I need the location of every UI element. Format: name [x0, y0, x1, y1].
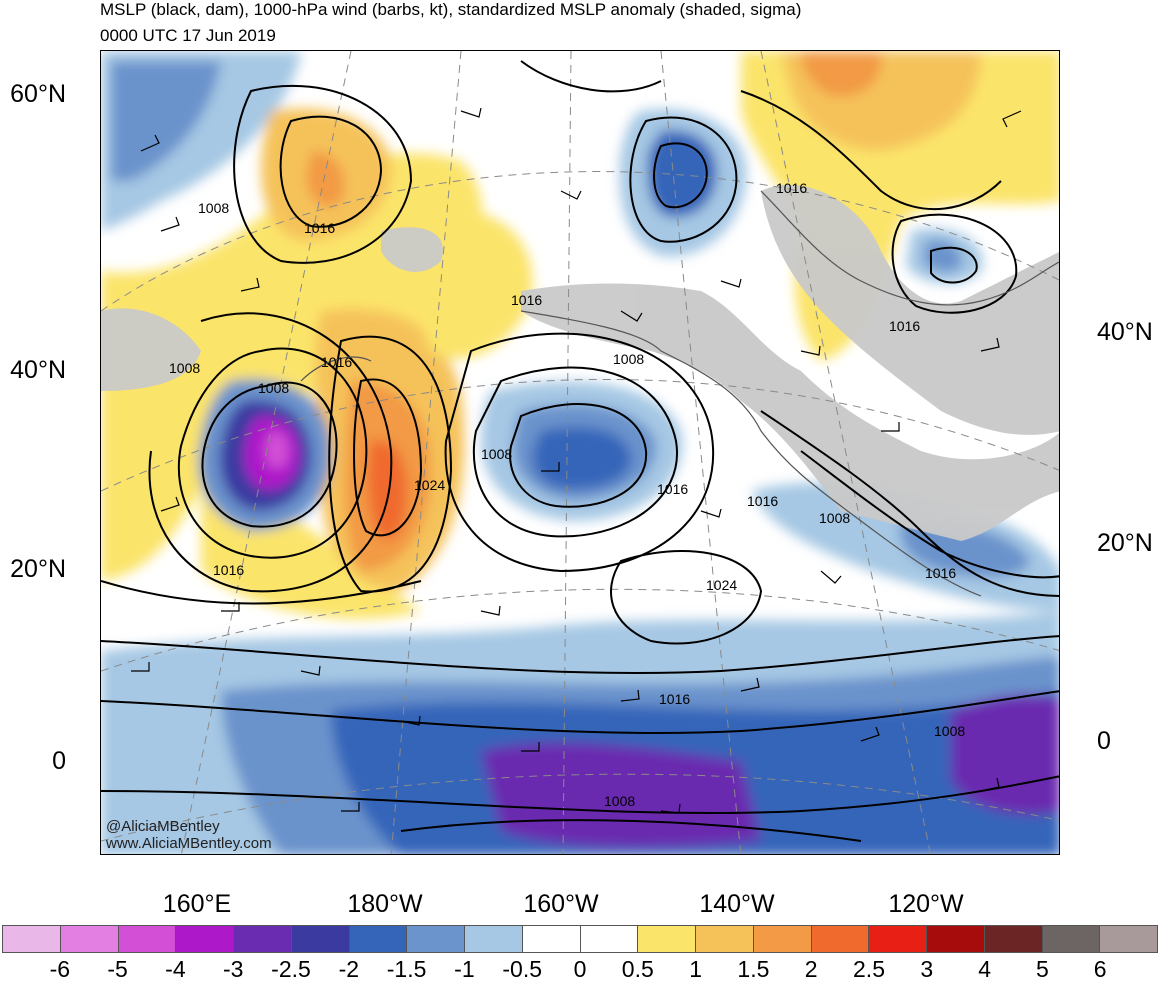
- lat-label-left: 0: [52, 747, 66, 775]
- colorbar-tick-label: 0: [573, 956, 587, 982]
- colorbar-tick-label: -1.5: [386, 956, 427, 982]
- landmass: [101, 184, 1059, 541]
- lat-label-right: 40°N: [1097, 318, 1153, 346]
- colorbar-swatch: [349, 926, 408, 952]
- contour-label: 1016: [776, 180, 807, 196]
- lon-label: 140°W: [699, 890, 775, 918]
- contour-label: 1008: [169, 360, 200, 376]
- colorbar-swatch: [696, 926, 754, 952]
- lon-label: 180°W: [347, 890, 423, 918]
- contour-label: 1008: [198, 200, 229, 216]
- colorbar-tick-label: -4: [165, 956, 186, 982]
- lat-label-left: 40°N: [10, 356, 66, 384]
- colorbar-tick-label: 1.5: [737, 956, 770, 982]
- colorbar-swatch: [927, 926, 985, 952]
- contour-label: 1016: [321, 354, 352, 370]
- colorbar-swatch: [869, 926, 927, 952]
- colorbar-tick-label: -1: [454, 956, 475, 982]
- contour-label: 1008: [604, 793, 635, 809]
- colorbar-tick-label: -6: [49, 956, 71, 982]
- contour-label: 1016: [889, 318, 920, 334]
- colorbar-tick-label: -3: [222, 956, 244, 982]
- map-canvas: 1008 1016 1008 1016 1016 1008 1024 1016 …: [101, 51, 1059, 854]
- colorbar-swatch: [1100, 926, 1157, 952]
- contour-label: 1016: [925, 565, 956, 581]
- lat-label-left: 60°N: [10, 80, 66, 108]
- colorbar-swatch: [3, 926, 61, 952]
- contour-label: 1016: [659, 691, 690, 707]
- map-title: MSLP (black, dam), 1000-hPa wind (barbs,…: [100, 0, 802, 19]
- colorbar-tick-label: 0.5: [621, 956, 654, 982]
- contour-label: 1008: [481, 446, 512, 462]
- colorbar-swatch: [580, 926, 639, 952]
- anomaly-shading: [101, 51, 1059, 854]
- credit-handle: @AliciaMBentley: [106, 818, 220, 835]
- colorbar-swatch: [234, 926, 292, 952]
- colorbar-tick-label: -0.5: [502, 956, 543, 982]
- contour-label: 1016: [657, 481, 688, 497]
- lat-label-left: 20°N: [10, 555, 66, 583]
- colorbar-tick-label: 3: [920, 956, 934, 982]
- colorbar-swatch: [1042, 926, 1101, 952]
- colorbar-swatch: [984, 926, 1043, 952]
- credit-url: www.AliciaMBentley.com: [106, 835, 272, 852]
- colorbar-swatch: [60, 926, 119, 952]
- contour-label: 1008: [258, 380, 289, 396]
- lon-label: 160°W: [523, 890, 599, 918]
- colorbar-tick-label: 2: [804, 956, 818, 982]
- contour-label: 1008: [613, 351, 644, 367]
- contour-label: 1016: [304, 220, 335, 236]
- colorbar-swatch: [291, 926, 350, 952]
- map-valid-time: 0000 UTC 17 Jun 2019: [100, 26, 276, 45]
- anomaly-colorbar: [2, 925, 1158, 953]
- coastlines: [300, 190, 1059, 597]
- colorbar-tick-label: 2.5: [853, 956, 885, 982]
- lon-label: 160°E: [162, 890, 232, 918]
- colorbar-labels: -6 -5 -4 -3 -2.5 -2 -1.5 -1 -0.5 0 0.5 1 1.5 2 2.5 3 4 5 6: [0, 956, 1160, 982]
- colorbar-tick-label: 1: [689, 956, 702, 982]
- colorbar-tick-label: 4: [978, 956, 991, 982]
- contour-label: 1024: [706, 577, 737, 593]
- colorbar-tick-label: 6: [1093, 956, 1107, 982]
- colorbar-swatch: [118, 926, 177, 952]
- contour-label: 1016: [747, 493, 778, 509]
- isobars: [101, 60, 1059, 842]
- colorbar-swatch: [638, 926, 696, 952]
- colorbar-tick-label: -5: [107, 956, 128, 982]
- colorbar-tick-label: -2.5: [271, 956, 311, 982]
- colorbar-swatch: [407, 926, 465, 952]
- contour-label: 1008: [819, 510, 850, 526]
- contour-label: 1008: [934, 723, 965, 739]
- lat-label-right: 0: [1097, 727, 1111, 755]
- contour-labels: 1008 1016 1008 1016 1016 1008 1024 1016 …: [169, 180, 965, 809]
- contour-label: 1016: [213, 562, 244, 578]
- wind-barbs: [131, 107, 1022, 814]
- colorbar-tick-label: -2: [338, 956, 360, 982]
- lon-label: 120°W: [888, 890, 964, 918]
- lat-label-right: 20°N: [1097, 529, 1153, 557]
- colorbar-tick-label: 5: [1035, 956, 1049, 982]
- colorbar-swatch: [176, 926, 234, 952]
- colorbar-swatch: [811, 926, 870, 952]
- colorbar-swatch: [522, 926, 581, 952]
- map-panel: 1008 1016 1008 1016 1016 1008 1024 1016 …: [100, 50, 1060, 855]
- contour-label: 1016: [511, 292, 542, 308]
- contour-label: 1024: [414, 477, 445, 493]
- colorbar-swatch: [465, 926, 523, 952]
- colorbar-swatch: [753, 926, 812, 952]
